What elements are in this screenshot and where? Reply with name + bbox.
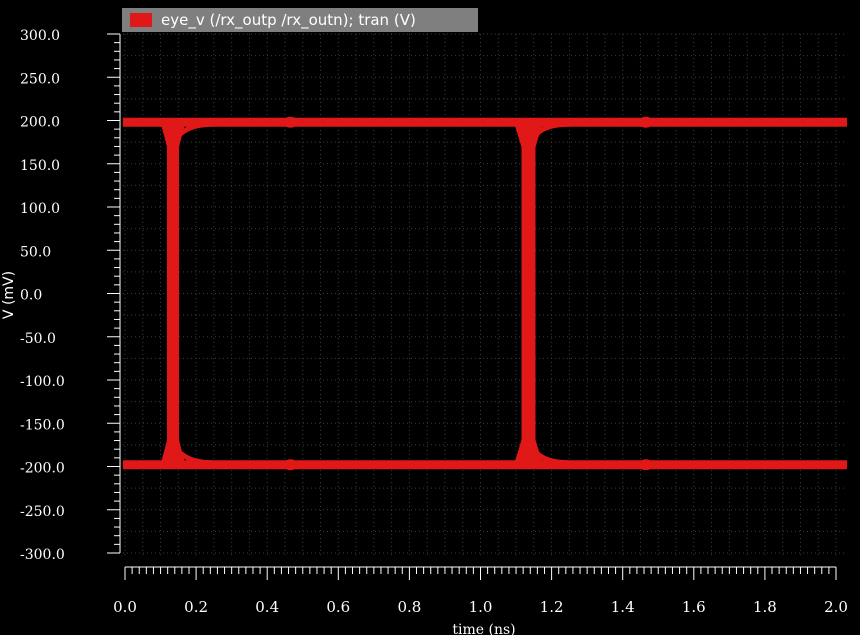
trace-transition	[158, 118, 187, 469]
x-tick-label: 0.8	[397, 598, 421, 616]
x-tick-label: 0.2	[184, 598, 208, 616]
x-tick-label: 0.0	[113, 598, 137, 616]
x-tick-label: 2.0	[824, 598, 848, 616]
y-tick-label: -150.0	[20, 417, 65, 433]
legend-background	[122, 8, 478, 32]
y-tick-label: -250.0	[20, 504, 65, 520]
legend[interactable]: eye_v (/rx_outp /rx_outn); tran (V)	[122, 8, 478, 32]
x-axis: 0.0 0.2 0.4 0.6 0.8 1.0 1.2 1.4 1.6 1.8 2.0	[113, 566, 848, 616]
trace-transition	[512, 118, 545, 469]
x-tick-label: 0.4	[255, 598, 279, 616]
y-tick-label: 150.0	[20, 158, 60, 174]
y-axis-label: V (mV)	[1, 271, 17, 319]
y-tick-label: 50.0	[20, 244, 51, 260]
trace-ringing	[176, 448, 214, 466]
y-tick-label: 300.0	[20, 28, 60, 44]
trace-ringing	[532, 449, 569, 466]
x-tick-label: 1.8	[753, 598, 777, 616]
waveform-traces	[123, 116, 847, 471]
trace-bump	[283, 459, 298, 471]
legend-swatch	[130, 13, 152, 27]
trace-ringing	[532, 121, 569, 138]
y-tick-label: 250.0	[20, 71, 60, 87]
y-tick-label: -50.0	[20, 331, 56, 347]
y-tick-label: -300.0	[20, 547, 65, 563]
trace-low-level	[123, 460, 847, 470]
x-axis-label: time (ns)	[452, 622, 515, 635]
grid-lines	[123, 33, 847, 558]
y-tick-label: -200.0	[20, 461, 65, 477]
x-tick-label: 1.0	[469, 598, 493, 616]
trace-high-level	[123, 117, 847, 127]
trace-bump	[638, 459, 653, 471]
x-tick-label: 1.2	[540, 598, 564, 616]
trace-bump	[638, 116, 653, 128]
y-tick-label: 0.0	[20, 288, 42, 304]
x-tick-label: 1.4	[611, 598, 635, 616]
legend-label: eye_v (/rx_outp /rx_outn); tran (V)	[161, 11, 416, 30]
y-tick-label: 100.0	[20, 201, 60, 217]
y-tick-label: 200.0	[20, 115, 60, 131]
y-tick-label: -100.0	[20, 374, 65, 390]
x-tick-label: 0.6	[326, 598, 350, 616]
trace-ringing	[176, 121, 214, 139]
x-tick-label: 1.6	[682, 598, 706, 616]
trace-bump	[283, 116, 298, 128]
y-axis: 300.0 250.0 200.0 150.0 100.0 50.0 0.0 -50.0 -10…	[20, 28, 121, 563]
